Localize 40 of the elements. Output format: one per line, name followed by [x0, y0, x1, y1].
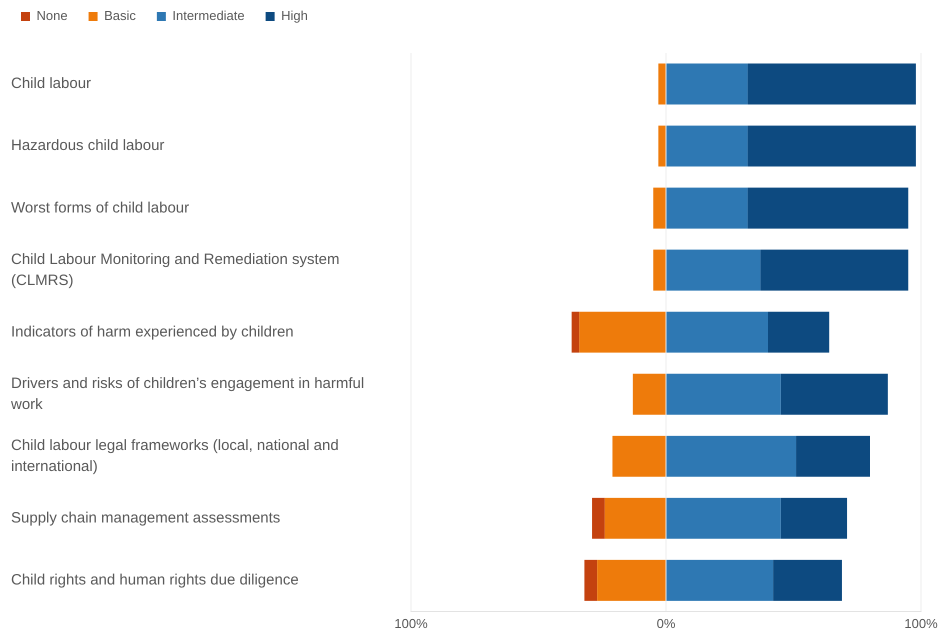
y-tick-label: Drivers and risks of children’s engagement in harmful work	[10, 374, 364, 413]
legend-label: Basic	[104, 8, 136, 24]
bar	[653, 250, 666, 291]
bar	[666, 560, 774, 601]
bar	[780, 498, 848, 539]
bar	[748, 126, 916, 167]
bar	[658, 64, 666, 104]
bar	[658, 126, 666, 167]
y-tick-label: Child labour legal frameworks (local, national and international)	[11, 436, 339, 475]
y-tick-label: Hazardous child labour	[11, 137, 164, 154]
bar	[653, 188, 666, 229]
x-tick-label: 0%	[656, 616, 676, 631]
bar	[773, 560, 842, 601]
bar	[666, 250, 760, 291]
legend-label: None	[36, 8, 68, 24]
bar	[780, 374, 888, 415]
y-tick-label: Indicators of harm experienced by children	[11, 323, 294, 340]
bar	[666, 64, 748, 104]
bar	[768, 312, 830, 353]
bar	[612, 436, 666, 477]
legend-label: Intermediate	[172, 8, 245, 24]
bar	[666, 374, 781, 415]
x-tick-label: 100%	[394, 616, 428, 631]
bar	[666, 312, 768, 353]
y-tick-label: Worst forms of child labour	[11, 199, 190, 216]
y-tick-label: Child Labour Monitoring and Remediation system (CLMRS)	[11, 250, 340, 289]
bar	[760, 250, 908, 291]
x-tick-label: 100%	[904, 616, 938, 631]
bar	[796, 436, 870, 477]
y-tick-label: Child labour	[11, 75, 92, 92]
bar	[748, 188, 908, 229]
legend-label: High	[281, 8, 308, 24]
y-tick-label: Child rights and human rights due diligence	[11, 572, 299, 589]
y-tick-label: Supply chain management assessments	[11, 509, 280, 526]
bar	[748, 64, 916, 104]
bar	[666, 126, 748, 167]
bar	[666, 498, 781, 539]
bar	[632, 374, 666, 415]
bar	[666, 188, 748, 229]
bar	[666, 436, 796, 477]
